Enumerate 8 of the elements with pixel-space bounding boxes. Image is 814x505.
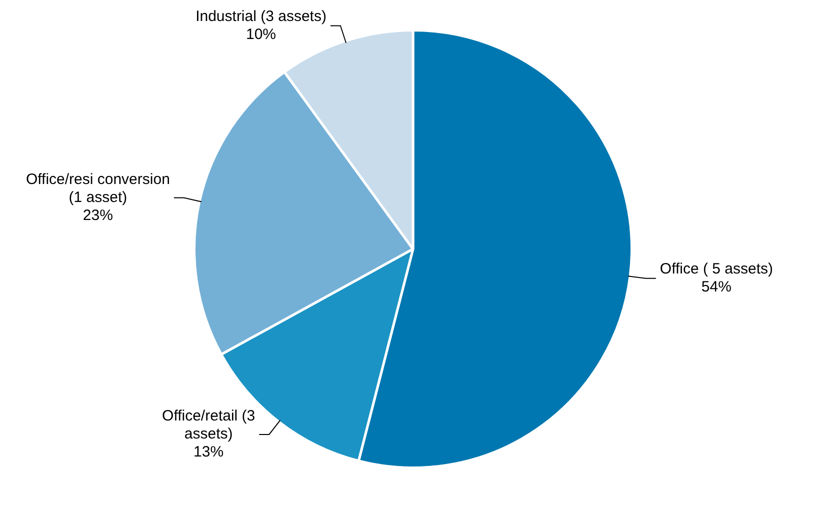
slice-label: Office ( 5 assets) [660, 260, 773, 278]
slice-label: Industrial (3 assets) [196, 8, 326, 25]
data-label: 54% [701, 278, 732, 296]
slice-label: Office/retail (3 assets) [162, 408, 256, 443]
data-label: 13% [194, 444, 224, 461]
data-label: 23% [82, 206, 113, 224]
slice-label: Office/resi conversion (1 asset) [26, 170, 170, 206]
data-label: 10% [246, 26, 276, 43]
